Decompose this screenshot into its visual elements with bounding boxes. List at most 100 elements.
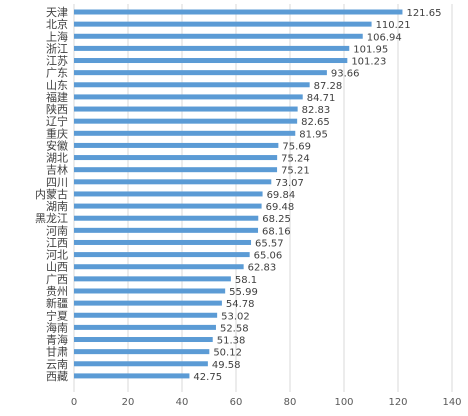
value-label: 75.69 bbox=[282, 141, 311, 152]
bar bbox=[74, 373, 190, 379]
category-label: 海南 bbox=[46, 320, 68, 334]
category-label: 宁夏 bbox=[46, 308, 68, 322]
gridlines bbox=[73, 4, 453, 392]
value-label: 121.65 bbox=[406, 8, 441, 19]
category-label: 广东 bbox=[46, 67, 68, 80]
value-label: 68.25 bbox=[262, 214, 291, 225]
value-label: 75.21 bbox=[281, 166, 310, 177]
category-label: 湖北 bbox=[46, 152, 68, 165]
x-tick-label: 0 bbox=[71, 397, 77, 408]
category-label: 河南 bbox=[46, 224, 68, 237]
value-label: 101.95 bbox=[353, 44, 388, 55]
x-tick-label: 120 bbox=[388, 397, 407, 408]
value-label: 68.16 bbox=[262, 226, 291, 237]
value-label: 81.95 bbox=[299, 129, 328, 140]
value-label: 54.78 bbox=[226, 299, 255, 310]
bar bbox=[74, 142, 279, 148]
bar bbox=[74, 106, 298, 112]
x-axis-ticks: 0 20 40 60 80 100 120 140 bbox=[71, 397, 462, 408]
bar bbox=[74, 361, 208, 367]
value-label: 58.1 bbox=[235, 275, 257, 286]
category-label: 陕西 bbox=[46, 102, 68, 116]
value-label: 69.48 bbox=[266, 202, 295, 213]
x-tick-label: 140 bbox=[442, 397, 461, 408]
bar bbox=[74, 58, 348, 64]
category-label: 山西 bbox=[46, 261, 68, 274]
x-tick-label: 100 bbox=[334, 397, 353, 408]
value-label: 51.38 bbox=[217, 336, 246, 347]
bar bbox=[74, 179, 272, 185]
bar bbox=[74, 155, 278, 161]
bar bbox=[74, 45, 350, 51]
category-label: 福建 bbox=[46, 90, 68, 104]
bar bbox=[74, 9, 403, 15]
bar bbox=[74, 191, 263, 197]
bar bbox=[74, 118, 298, 124]
bar bbox=[74, 300, 222, 306]
value-label: 62.83 bbox=[248, 263, 277, 274]
bars bbox=[74, 9, 403, 379]
category-label: 云南 bbox=[46, 358, 68, 371]
value-label: 87.28 bbox=[314, 81, 343, 92]
category-label: 青海 bbox=[46, 333, 68, 347]
bar bbox=[74, 252, 250, 258]
x-tick-label: 40 bbox=[176, 397, 189, 408]
bar bbox=[74, 130, 296, 136]
bar bbox=[74, 215, 259, 221]
category-label: 上海 bbox=[46, 29, 68, 43]
value-label: 73.07 bbox=[275, 178, 304, 189]
value-label: 93.66 bbox=[331, 69, 360, 80]
category-label: 甘肃 bbox=[46, 346, 68, 359]
value-label: 52.58 bbox=[220, 323, 249, 334]
bar bbox=[74, 227, 259, 233]
value-label: 101.23 bbox=[351, 57, 386, 68]
value-label: 65.57 bbox=[255, 238, 284, 249]
category-label: 吉林 bbox=[46, 163, 68, 177]
category-label: 江西 bbox=[46, 236, 68, 249]
category-label: 浙江 bbox=[46, 42, 68, 55]
value-label: 49.58 bbox=[212, 360, 241, 371]
bar bbox=[74, 349, 210, 355]
bar bbox=[74, 239, 252, 245]
bar bbox=[74, 167, 278, 173]
category-label: 内蒙古 bbox=[35, 187, 68, 201]
bar bbox=[74, 21, 372, 27]
x-tick-label: 80 bbox=[284, 397, 297, 408]
category-label: 江苏 bbox=[46, 55, 68, 68]
bar bbox=[74, 94, 303, 100]
value-label: 110.21 bbox=[376, 20, 411, 31]
category-label: 新疆 bbox=[46, 296, 68, 310]
category-label: 重庆 bbox=[46, 126, 68, 140]
bar bbox=[74, 288, 226, 294]
category-label: 贵州 bbox=[46, 285, 68, 298]
value-label: 55.99 bbox=[229, 287, 258, 298]
value-label: 69.84 bbox=[267, 190, 296, 201]
value-label: 82.65 bbox=[301, 117, 330, 128]
value-label: 106.94 bbox=[367, 32, 402, 43]
category-label: 湖南 bbox=[46, 200, 68, 213]
bar bbox=[74, 203, 262, 209]
category-label: 黑龙江 bbox=[35, 212, 68, 225]
value-label: 82.83 bbox=[302, 105, 331, 116]
category-label: 北京 bbox=[46, 17, 68, 31]
value-label: 65.06 bbox=[254, 251, 283, 262]
category-label: 安徽 bbox=[46, 138, 68, 152]
bar bbox=[74, 70, 327, 76]
category-label: 辽宁 bbox=[46, 114, 68, 128]
category-label: 天津 bbox=[46, 6, 68, 19]
bar bbox=[74, 264, 244, 270]
category-labels: 天津北京上海浙江江苏广东山东福建陕西辽宁重庆安徽湖北吉林四川内蒙古湖南黑龙江河南… bbox=[35, 6, 68, 383]
bar bbox=[74, 324, 216, 330]
value-label: 84.71 bbox=[307, 93, 336, 104]
category-label: 西藏 bbox=[46, 370, 68, 383]
bar bbox=[74, 337, 213, 343]
category-label: 河北 bbox=[46, 249, 68, 262]
bar bbox=[74, 312, 218, 318]
bar bbox=[74, 82, 310, 88]
x-tick-label: 60 bbox=[230, 397, 243, 408]
category-label: 四川 bbox=[46, 176, 68, 189]
category-label: 山东 bbox=[46, 79, 68, 92]
category-label: 广西 bbox=[46, 273, 68, 286]
bar bbox=[74, 276, 231, 282]
